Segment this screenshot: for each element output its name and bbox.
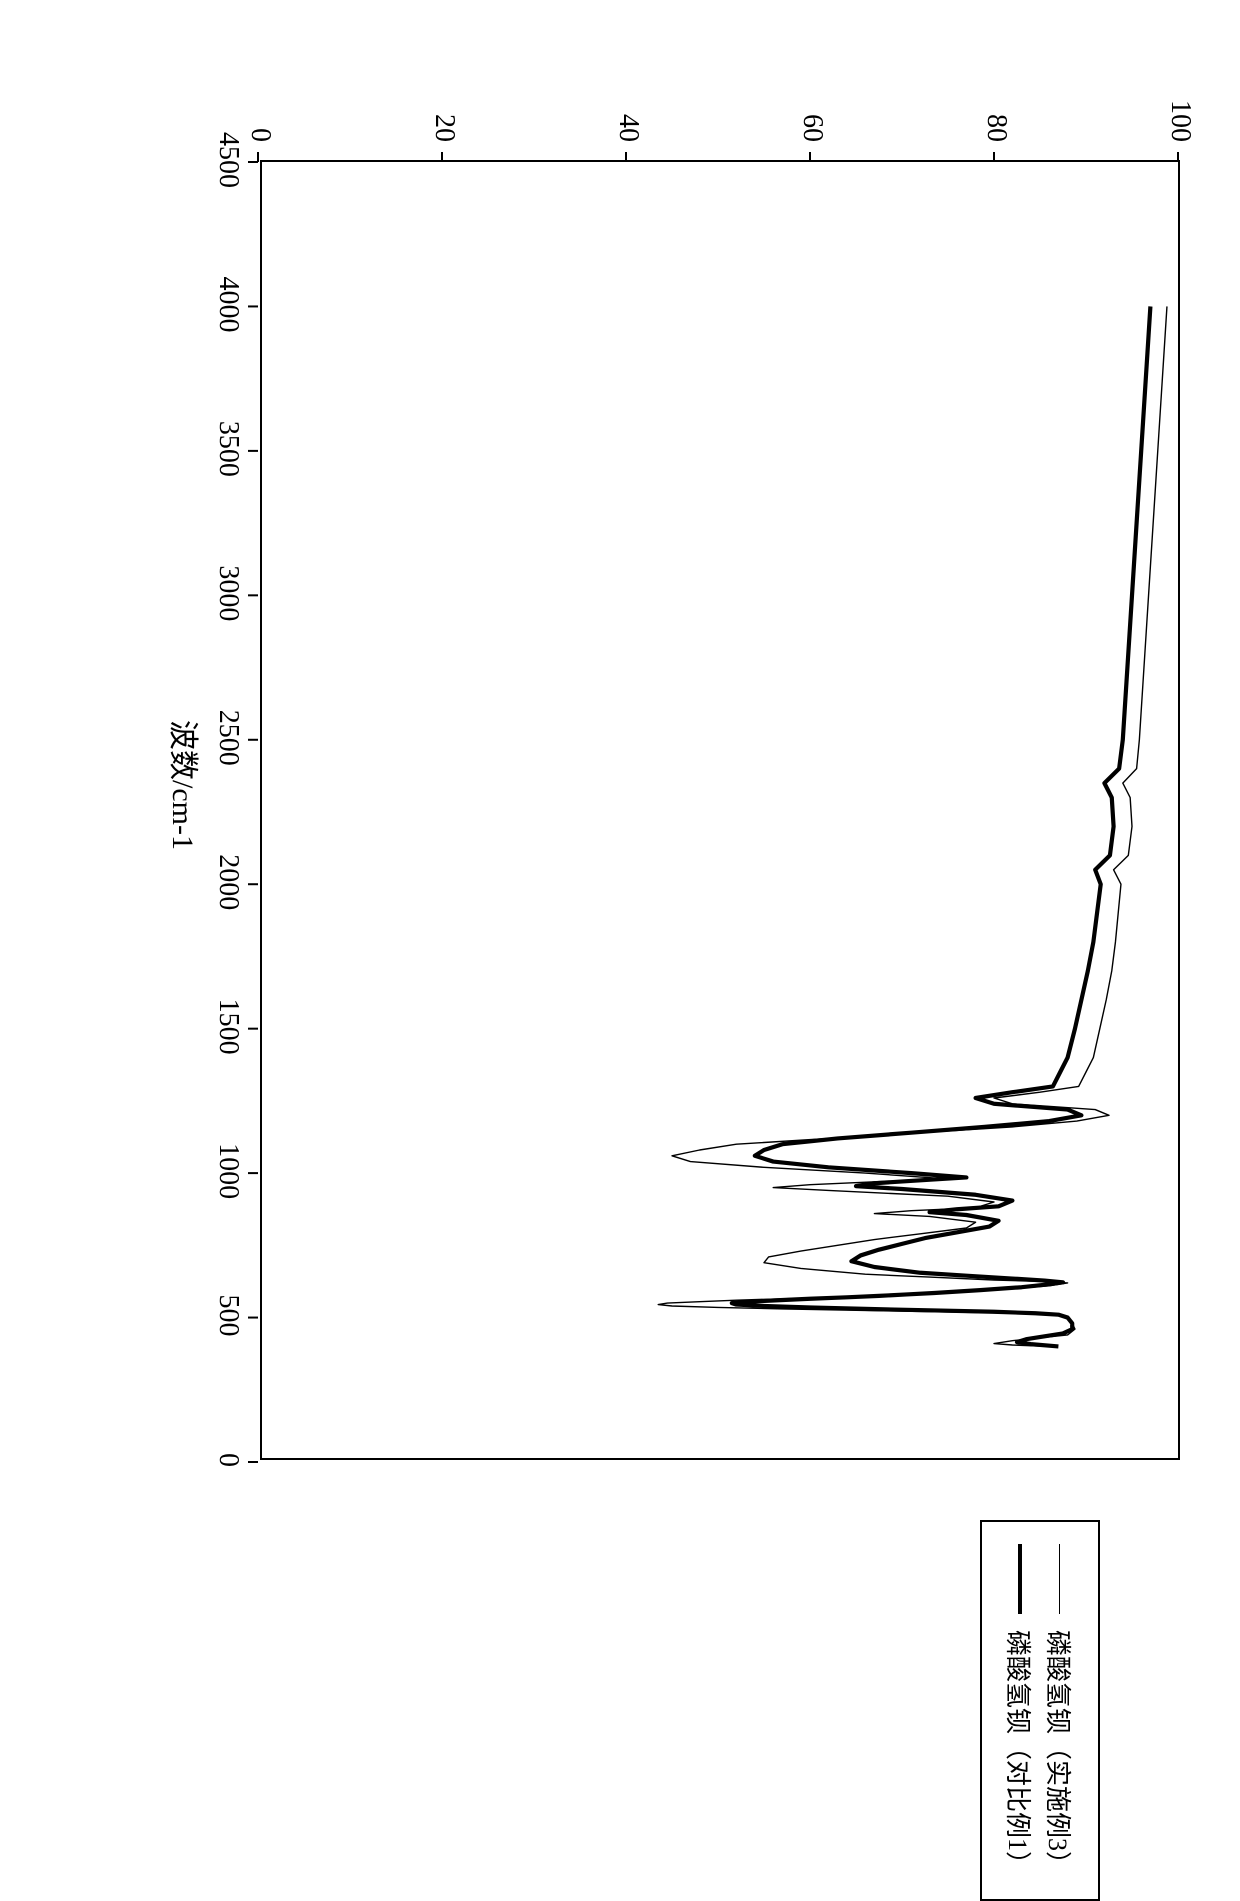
legend-item: 磷酸氢钡（实施例3） xyxy=(1040,1544,1080,1877)
y-tick-label: 60 xyxy=(796,82,828,142)
legend-line-sample xyxy=(1060,1544,1061,1614)
y-tick-label: 40 xyxy=(612,82,644,142)
legend-label: 磷酸氢钡（实施例3） xyxy=(1042,1630,1079,1877)
chart-plot-area xyxy=(260,160,1180,1460)
x-tick-label: 0 xyxy=(212,1430,244,1490)
y-tick-label: 20 xyxy=(428,82,460,142)
x-tick-label: 4500 xyxy=(212,130,244,190)
y-tick-label: 80 xyxy=(980,82,1012,142)
legend-line-sample xyxy=(1018,1544,1022,1614)
legend-label: 磷酸氢钡（对比例1） xyxy=(1002,1630,1039,1877)
x-tick-label: 1500 xyxy=(212,997,244,1057)
rotated-canvas: 4500 4000 3500 3000 2500 2000 1500 1000 500 0 0 20… xyxy=(0,0,1240,1828)
x-tick-label: 1000 xyxy=(212,1141,244,1201)
series-line xyxy=(732,306,1151,1346)
legend-item: 磷酸氢钡（对比例1） xyxy=(1000,1544,1040,1877)
chart-svg xyxy=(258,162,1178,1462)
x-tick-label: 2500 xyxy=(212,708,244,768)
x-tick-label: 4000 xyxy=(212,274,244,334)
legend-box: 磷酸氢钡（实施例3）磷酸氢钡（对比例1） xyxy=(980,1520,1100,1901)
y-tick-label: 100 xyxy=(1164,82,1196,142)
y-tick-label: 0 xyxy=(244,82,276,142)
x-tick-label: 3000 xyxy=(212,563,244,623)
x-axis-label: 波数/cm-1 xyxy=(164,720,208,850)
x-tick-label: 2000 xyxy=(212,852,244,912)
x-tick-label: 500 xyxy=(212,1286,244,1346)
x-tick-label: 3500 xyxy=(212,419,244,479)
